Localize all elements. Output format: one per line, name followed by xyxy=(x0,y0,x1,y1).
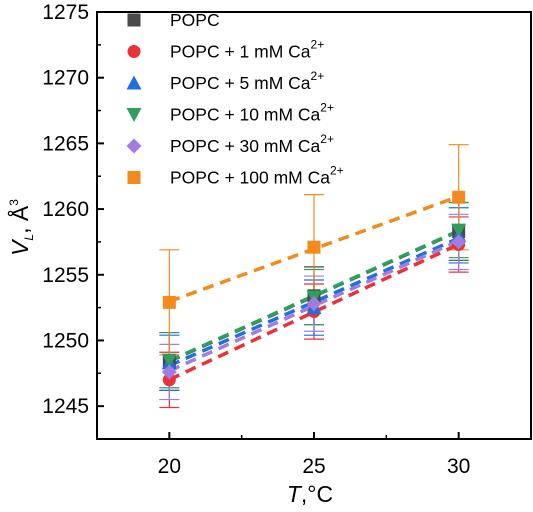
y-axis-unit: , Å xyxy=(6,205,33,234)
triangle-down-marker xyxy=(451,223,467,238)
x-axis-ticks: 20 25 30 xyxy=(158,432,470,478)
y-axis-subscript: L xyxy=(22,234,36,241)
x-axis-unit: ,°C xyxy=(301,481,333,507)
legend-item: POPC + 30 mM Ca2+ xyxy=(126,132,334,156)
legend-label-text: POPC xyxy=(170,10,220,30)
circle-marker xyxy=(127,45,141,58)
x-tick-label: 25 xyxy=(302,455,325,478)
legend-label-text: POPC + 5 mM Ca xyxy=(170,73,311,93)
diamond-marker xyxy=(161,364,177,380)
triangle-up-marker xyxy=(126,75,142,90)
square-marker xyxy=(127,171,141,184)
legend-label: POPC + 5 mM Ca2+ xyxy=(170,69,324,93)
legend-label-superscript: 2+ xyxy=(320,101,334,115)
y-tick-label: 1275 xyxy=(42,1,89,24)
legend-item: POPC + 10 mM Ca2+ xyxy=(126,101,334,125)
x-tick-label: 20 xyxy=(158,455,181,478)
x-axis-label: T,°C xyxy=(287,481,333,507)
legend-item: POPC xyxy=(127,10,220,30)
legend-label: POPC + 10 mM Ca2+ xyxy=(170,101,334,125)
legend-label: POPC + 100 mM Ca2+ xyxy=(170,164,344,188)
y-axis-ticks: 1245 1250 1255 1260 1265 1270 1275 xyxy=(42,1,104,440)
y-tick-label: 1265 xyxy=(42,132,89,155)
y-tick-label: 1255 xyxy=(42,264,89,287)
legend-item: POPC + 5 mM Ca2+ xyxy=(126,69,324,93)
triangle-down-marker xyxy=(161,353,177,368)
y-tick-label: 1260 xyxy=(42,198,89,221)
diamond-marker xyxy=(306,296,322,312)
square-marker xyxy=(127,13,141,27)
legend-label-text: POPC + 30 mM Ca xyxy=(170,136,321,156)
legend-label-superscript: 2+ xyxy=(320,132,334,146)
legend-label-text: POPC + 10 mM Ca xyxy=(170,105,321,125)
circle-marker xyxy=(162,373,176,387)
square-marker xyxy=(307,240,321,254)
diamond-marker xyxy=(451,234,467,250)
legend-label-superscript: 2+ xyxy=(311,38,325,52)
square-marker xyxy=(452,190,466,204)
y-tick-label: 1245 xyxy=(42,395,89,418)
legend-label-text: POPC + 1 mM Ca xyxy=(170,42,311,62)
legend-label-superscript: 2+ xyxy=(330,164,344,178)
y-axis-superscript: 3 xyxy=(7,199,21,206)
diamond-marker xyxy=(126,138,142,154)
legend-label-text: POPC + 100 mM Ca xyxy=(170,168,330,188)
x-tick-label: 30 xyxy=(447,455,470,478)
y-axis-variable: V xyxy=(7,238,33,256)
square-marker xyxy=(162,295,176,309)
legend-label: POPC xyxy=(170,10,220,30)
legend-label-superscript: 2+ xyxy=(311,69,325,83)
triangle-down-marker xyxy=(126,108,142,122)
legend-item: POPC + 1 mM Ca2+ xyxy=(127,38,324,62)
y-axis-label: VL, Å3 xyxy=(6,199,36,256)
y-tick-label: 1250 xyxy=(42,329,89,352)
x-axis-variable: T xyxy=(287,481,303,507)
y-tick-label: 1270 xyxy=(42,67,89,90)
data-markers xyxy=(161,190,467,387)
legend-label: POPC + 1 mM Ca2+ xyxy=(170,38,324,62)
legend-label: POPC + 30 mM Ca2+ xyxy=(170,132,334,156)
legend-item: POPC + 100 mM Ca2+ xyxy=(127,164,344,188)
